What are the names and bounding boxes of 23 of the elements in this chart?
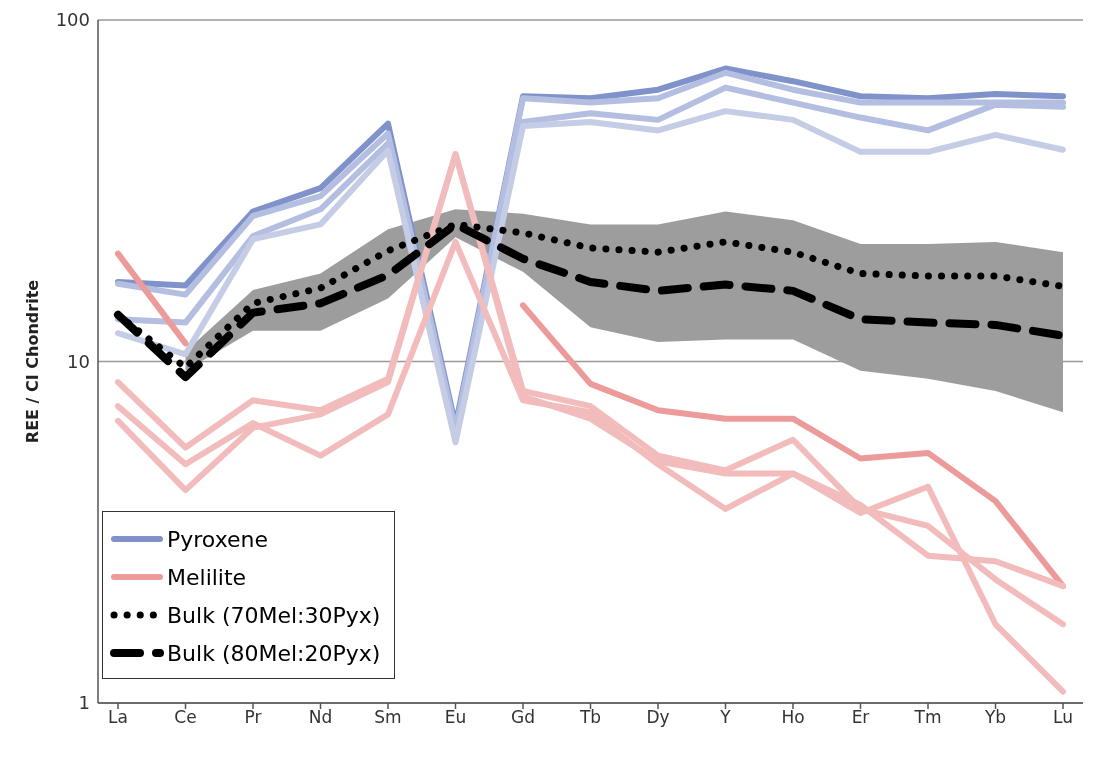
y-axis-title: REE / CI Chondrite (22, 279, 42, 444)
x-tick-label: Yb (983, 707, 1007, 728)
x-tick-label: Gd (511, 707, 535, 728)
x-tick-label: Dy (646, 707, 670, 728)
x-tick-label: Nd (308, 707, 333, 728)
x-tick-label: Eu (444, 707, 467, 728)
y-tick-label: 10 (67, 350, 90, 372)
x-tick-label: Ho (781, 707, 805, 728)
legend-label: Melilite (167, 564, 247, 590)
y-tick-label: 1 (78, 692, 90, 714)
legend-label: Bulk (80Mel:20Pyx) (167, 640, 381, 666)
x-tick-label: Er (851, 707, 870, 728)
x-tick-label: Lu (1053, 707, 1073, 728)
x-tick-label: La (108, 707, 128, 728)
x-tick-label: Sm (374, 707, 402, 728)
x-tick-label: Ce (174, 707, 197, 728)
y-tick-label: 100 (55, 9, 90, 31)
legend-label: Pyroxene (167, 526, 268, 552)
x-tick-label: Tb (578, 707, 602, 728)
x-tick-label: Y (719, 707, 732, 728)
x-tick-label: Tm (913, 707, 942, 728)
x-tick-label: Pr (244, 707, 262, 728)
legend-label: Bulk (70Mel:30Pyx) (167, 602, 381, 628)
